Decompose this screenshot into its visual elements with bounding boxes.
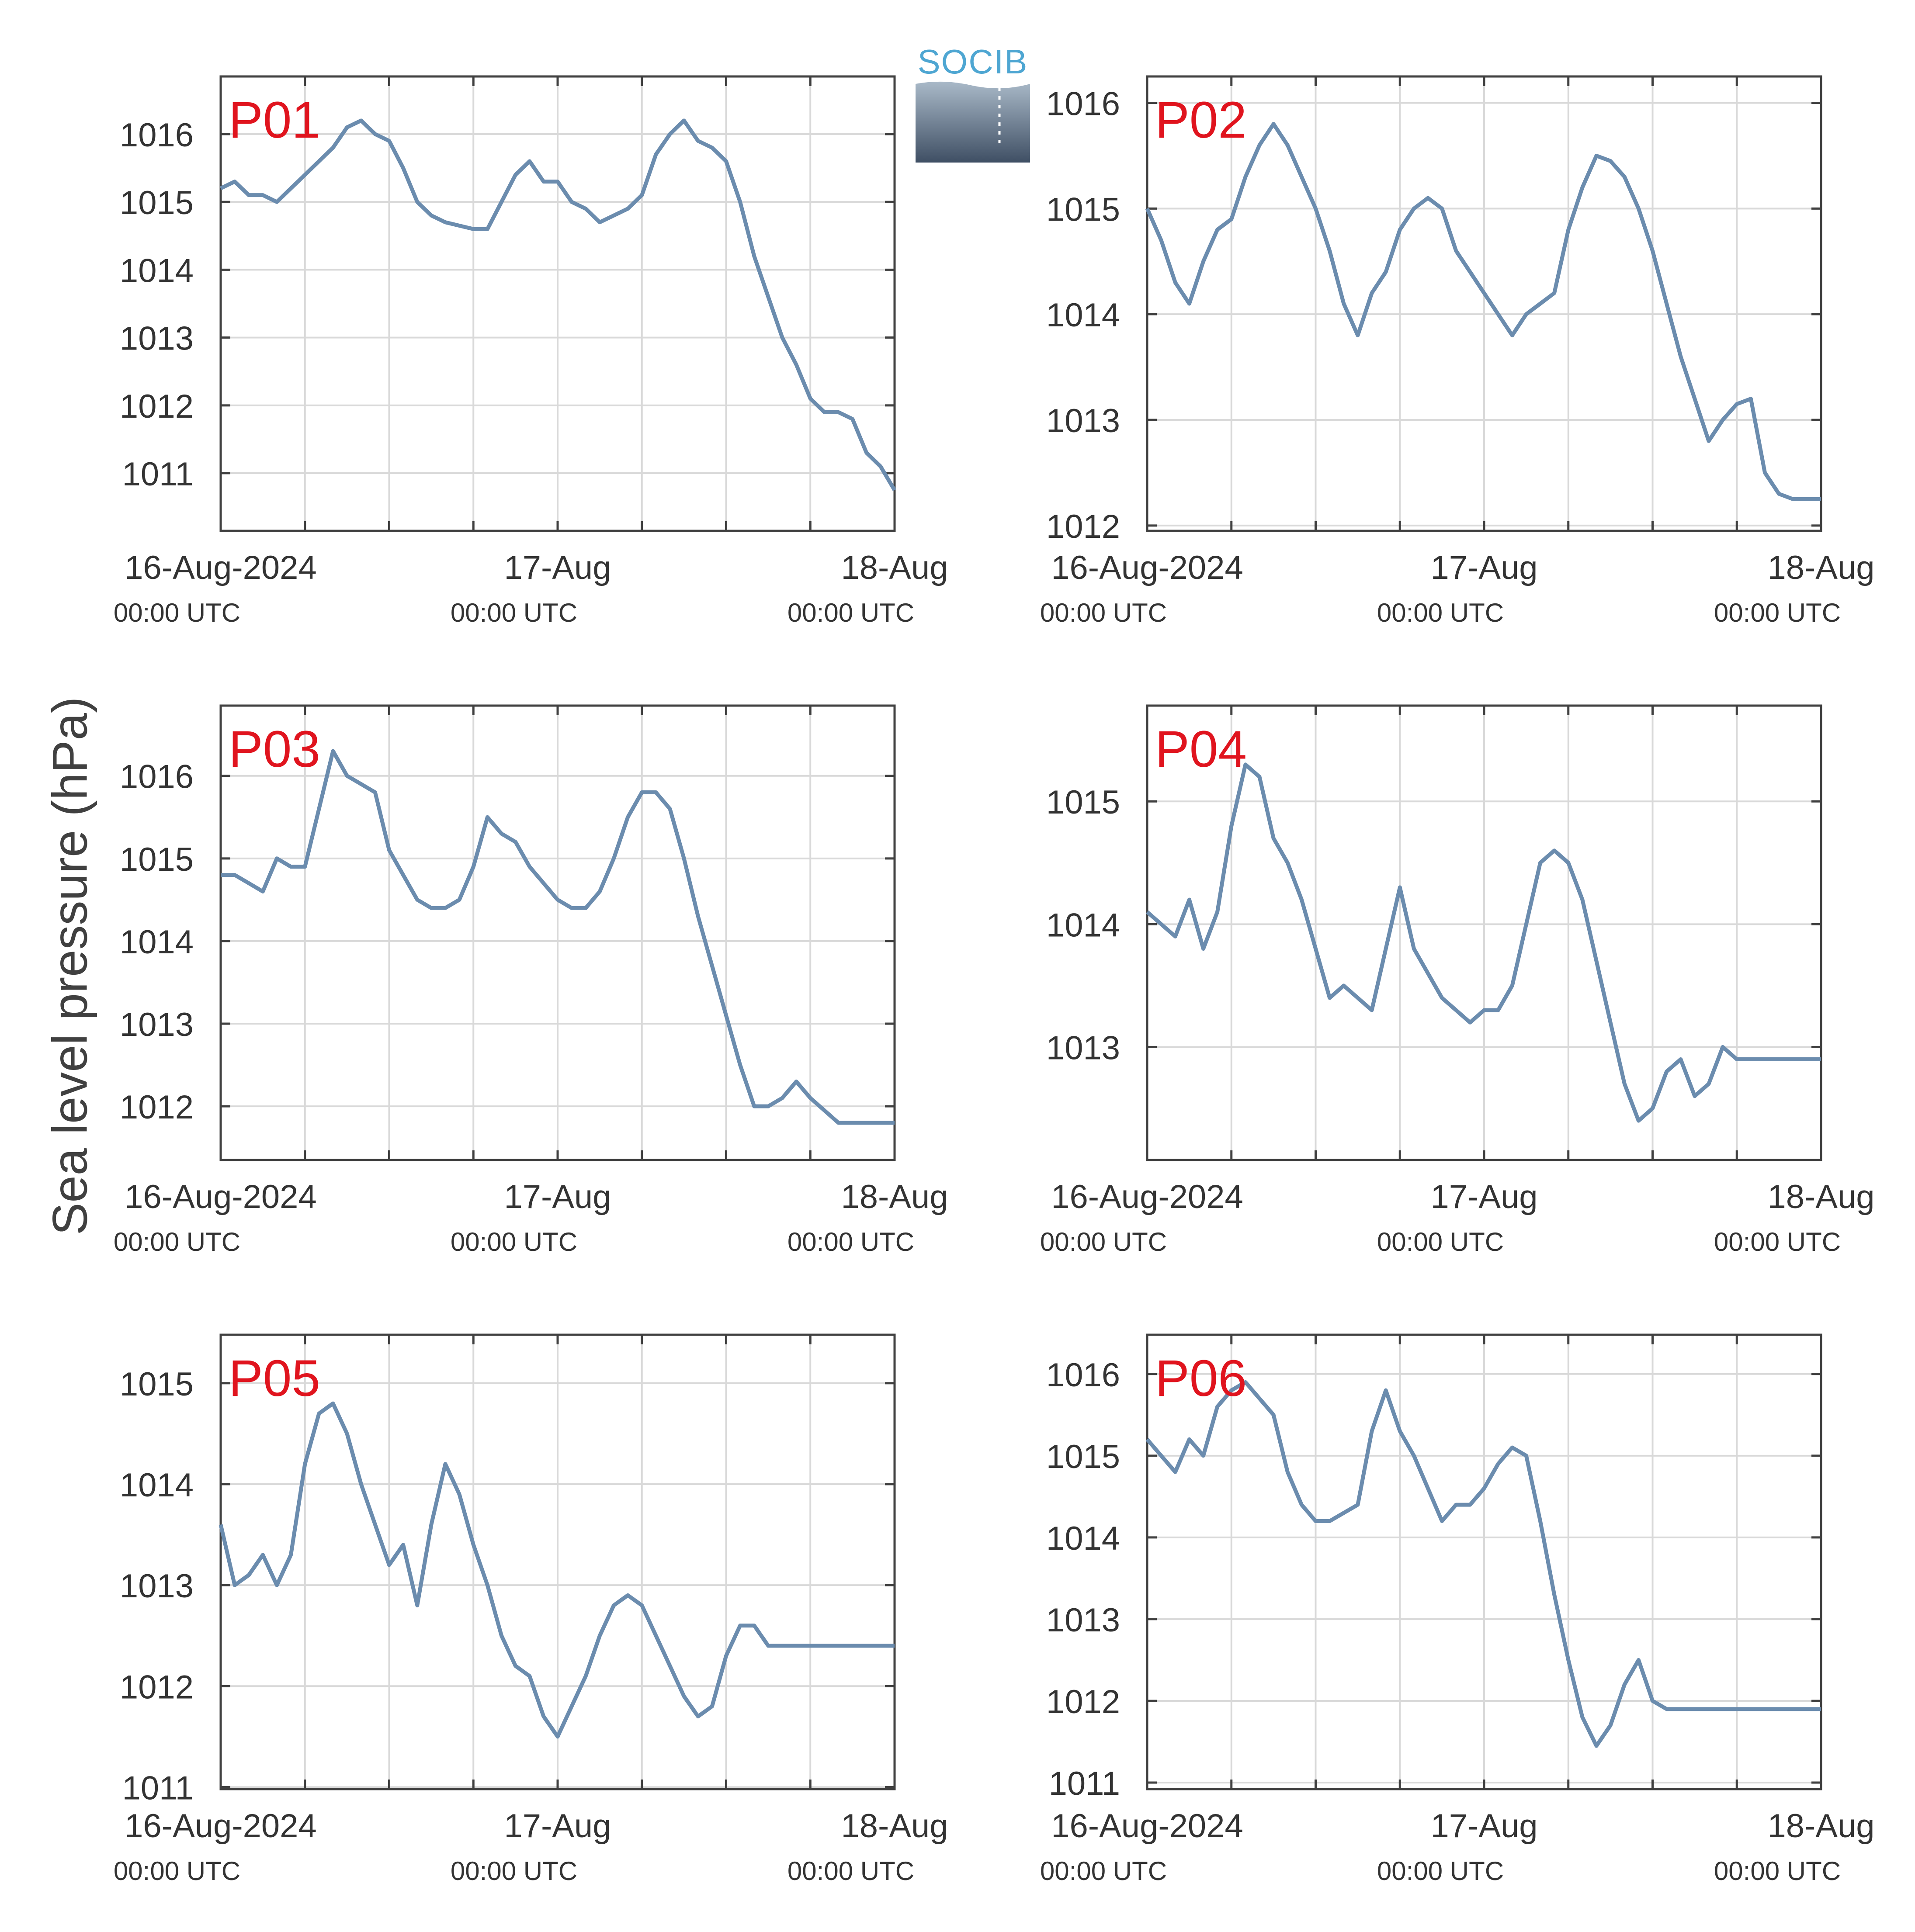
x-tick-label: 18-Aug — [1767, 1807, 1874, 1845]
y-tick-label: 1012 — [120, 1089, 194, 1126]
x-tick-sublabel: 00:00 UTC — [114, 598, 240, 627]
y-tick-label: 1012 — [120, 388, 194, 425]
panel-p06: 1011 1012 1013 1014 1015 1016 16-Aug-2024 00:00… — [1040, 1333, 1875, 1886]
x-tick-label: 17-Aug — [504, 1807, 611, 1845]
x-tick-sublabel: 00:00 UTC — [1714, 1856, 1841, 1886]
socib-logo: SOCIB — [916, 44, 1030, 163]
y-tick-label: 1015 — [1046, 784, 1120, 821]
y-tick-label: 1011 — [122, 1769, 194, 1807]
x-tick-label: 16-Aug-2024 — [125, 549, 316, 586]
y-tick-label: 1013 — [1046, 402, 1120, 440]
x-tick-label: 16-Aug-2024 — [125, 1178, 316, 1215]
panel-label: P03 — [229, 720, 320, 778]
y-tick-label: 1016 — [1046, 85, 1120, 122]
y-axis-label: Sea level pressure (hPa) — [42, 696, 97, 1236]
series-line — [1145, 1380, 1821, 1748]
series-line — [1145, 122, 1821, 501]
y-tick-label: 1013 — [120, 1568, 194, 1605]
panel-p05: 1011 1012 1013 1014 1015 16-Aug-2024 00:00 UTC… — [114, 1333, 948, 1886]
x-tick-label: 16-Aug-2024 — [1051, 1807, 1243, 1845]
y-tick-label: 1014 — [1046, 907, 1120, 944]
x-tick-label: 17-Aug — [504, 1178, 611, 1215]
x-tick-label: 18-Aug — [841, 1807, 948, 1845]
x-tick-sublabel: 00:00 UTC — [114, 1227, 240, 1257]
x-tick-sublabel: 00:00 UTC — [1377, 1227, 1504, 1257]
panel-p02: 1012 1013 1014 1015 1016 16-Aug-2024 00:00 UTC… — [1040, 75, 1875, 627]
series-line — [221, 749, 895, 1125]
x-tick-label: 16-Aug-2024 — [125, 1807, 316, 1845]
y-tick-label: 1011 — [122, 456, 194, 493]
x-tick-label: 18-Aug — [1767, 1178, 1874, 1215]
y-tick-label: 1015 — [120, 1366, 194, 1403]
x-tick-label: 17-Aug — [504, 549, 611, 586]
y-tick-label: 1012 — [1046, 1683, 1120, 1721]
y-tick-label: 1014 — [120, 924, 194, 961]
x-tick-sublabel: 00:00 UTC — [114, 1856, 240, 1886]
series-line — [1146, 762, 1821, 1123]
y-tick-label: 1014 — [120, 252, 194, 289]
y-tick-label: 1015 — [120, 841, 194, 878]
panel-label: P05 — [229, 1350, 320, 1407]
x-tick-label: 17-Aug — [1430, 1807, 1537, 1845]
x-tick-label: 18-Aug — [841, 549, 948, 586]
x-tick-label: 16-Aug-2024 — [1051, 549, 1243, 586]
y-tick-label: 1013 — [120, 320, 194, 357]
logo-text: SOCIB — [917, 42, 1028, 81]
y-tick-label: 1015 — [1046, 1438, 1120, 1475]
y-tick-label: 1011 — [1049, 1765, 1120, 1802]
x-tick-sublabel: 00:00 UTC — [451, 1227, 577, 1257]
x-tick-label: 17-Aug — [1430, 549, 1537, 586]
y-tick-label: 1014 — [120, 1467, 194, 1504]
x-tick-sublabel: 00:00 UTC — [788, 1227, 914, 1257]
x-tick-sublabel: 00:00 UTC — [1040, 1856, 1167, 1886]
x-tick-sublabel: 00:00 UTC — [1040, 598, 1167, 627]
panel-label: P04 — [1155, 720, 1247, 778]
y-tick-label: 1014 — [1046, 1520, 1120, 1557]
panel-label: P06 — [1155, 1350, 1247, 1407]
y-tick-label: 1016 — [1046, 1357, 1120, 1394]
x-tick-label: 18-Aug — [841, 1178, 948, 1215]
x-tick-sublabel: 00:00 UTC — [451, 598, 577, 627]
series-line — [220, 118, 896, 492]
y-tick-label: 1016 — [120, 117, 194, 154]
y-tick-label: 1012 — [1046, 508, 1120, 545]
x-tick-sublabel: 00:00 UTC — [788, 1856, 914, 1886]
x-tick-sublabel: 00:00 UTC — [788, 598, 914, 627]
panel-label: P02 — [1155, 91, 1247, 149]
y-tick-label: 1013 — [1046, 1602, 1120, 1639]
x-tick-sublabel: 00:00 UTC — [1714, 1227, 1841, 1257]
x-tick-label: 16-Aug-2024 — [1051, 1178, 1243, 1215]
y-tick-label: 1014 — [1046, 297, 1120, 334]
x-tick-label: 18-Aug — [1767, 549, 1874, 586]
y-tick-label: 1015 — [120, 184, 194, 222]
x-tick-sublabel: 00:00 UTC — [1714, 598, 1841, 627]
x-tick-sublabel: 00:00 UTC — [1377, 1856, 1504, 1886]
y-tick-label: 1015 — [1046, 191, 1120, 228]
y-tick-label: 1013 — [1046, 1029, 1120, 1066]
series-line — [219, 1401, 895, 1739]
x-tick-sublabel: 00:00 UTC — [1377, 598, 1504, 627]
logo-graphic — [916, 81, 1030, 163]
y-tick-label: 1012 — [120, 1669, 194, 1706]
panel-p01: 1011 1012 1013 1014 1015 1016 16-Aug-2024 00:00… — [114, 75, 948, 627]
panel-p03: 1012 1013 1014 1015 1016 16-Aug-2024 00:00 UTC… — [114, 704, 948, 1257]
y-tick-label: 1013 — [120, 1006, 194, 1043]
panel-label: P01 — [229, 91, 320, 149]
panel-p04: 1013 1014 1015 16-Aug-2024 00:00 UTC 17-Aug 00… — [1040, 704, 1875, 1257]
x-tick-label: 17-Aug — [1430, 1178, 1537, 1215]
x-tick-sublabel: 00:00 UTC — [1040, 1227, 1167, 1257]
x-tick-sublabel: 00:00 UTC — [451, 1856, 577, 1886]
y-tick-label: 1016 — [120, 758, 194, 796]
